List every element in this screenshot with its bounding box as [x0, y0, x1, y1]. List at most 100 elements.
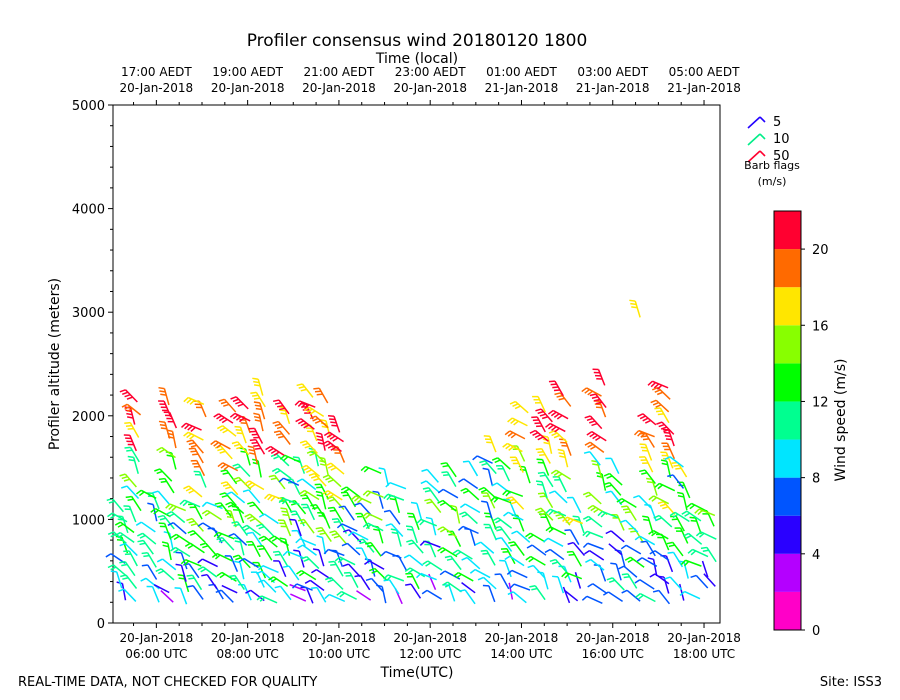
- wind-barb: [360, 465, 382, 474]
- wind-barb: [308, 472, 327, 487]
- wind-barb-staff: [160, 589, 174, 603]
- wind-barb: [518, 465, 531, 484]
- wind-barb-feather: [332, 437, 339, 442]
- wind-barb: [158, 477, 175, 494]
- wind-barb-feather: [235, 415, 242, 421]
- wind-barb: [444, 555, 462, 571]
- wind-barb-feather: [513, 420, 519, 426]
- wind-barb-staff: [328, 431, 344, 443]
- wind-barb-feather: [168, 504, 174, 511]
- wind-barb: [700, 546, 717, 563]
- wind-barb: [552, 475, 567, 493]
- wind-barb-feather: [160, 427, 167, 430]
- colorbar-tick-label: 16: [812, 319, 829, 334]
- wind-barb-feather: [155, 568, 162, 572]
- wind-barb: [669, 511, 690, 523]
- wind-barb-feather: [479, 460, 486, 464]
- wind-barb: [653, 514, 673, 528]
- wind-barb: [437, 526, 457, 538]
- wind-barb-feather: [621, 573, 628, 576]
- wind-barb-feather: [663, 428, 670, 433]
- wind-barb-feather: [405, 525, 413, 528]
- wind-barb-feather: [267, 447, 274, 453]
- wind-barb: [529, 429, 549, 442]
- wind-barb-feather: [362, 522, 369, 528]
- wind-barb-feather: [502, 442, 508, 448]
- wind-barb-feather: [668, 544, 675, 548]
- wind-barb-staff: [586, 530, 604, 539]
- wind-barb: [552, 575, 565, 594]
- wind-barb-feather: [511, 530, 518, 535]
- y-tick-label: 5000: [72, 99, 105, 114]
- wind-barb-feather: [587, 504, 594, 510]
- wind-barb-staff: [239, 426, 247, 444]
- wind-barb-staff: [688, 532, 703, 545]
- wind-barb-feather: [315, 432, 322, 435]
- wind-barb: [483, 435, 497, 453]
- wind-barb-staff: [341, 590, 357, 600]
- wind-barb-staff: [341, 523, 358, 532]
- wind-barb-feather: [278, 497, 284, 504]
- wind-barb: [158, 420, 171, 439]
- wind-barb-feather: [303, 424, 310, 429]
- wind-barb-feather: [233, 443, 241, 447]
- wind-barb: [273, 430, 291, 445]
- wind-barb-feather: [550, 411, 557, 417]
- wind-barb-feather: [170, 533, 177, 539]
- wind-barb-feather: [291, 513, 298, 516]
- wind-barb-feather: [639, 415, 646, 420]
- wind-barb-feather: [590, 445, 597, 450]
- wind-barb-feather: [228, 574, 235, 578]
- top-tick-date: 20-Jan-2018: [211, 81, 285, 95]
- wind-barb-feather: [697, 509, 703, 516]
- wind-barb-staff: [601, 473, 607, 491]
- wind-barb-feather: [222, 483, 230, 487]
- colorbar-band: [774, 553, 801, 592]
- wind-barb-feather: [651, 496, 658, 502]
- wind-barb: [557, 448, 569, 468]
- wind-barb-feather: [234, 540, 241, 543]
- wind-barb: [679, 583, 685, 601]
- wind-barb-feather: [329, 418, 336, 421]
- wind-barb-feather: [178, 577, 185, 580]
- wind-barb: [639, 456, 654, 473]
- wind-barb: [314, 483, 330, 500]
- wind-barb: [477, 576, 497, 590]
- wind-barb-feather: [234, 560, 241, 564]
- wind-barb-feather: [657, 413, 664, 416]
- wind-barb-staff: [303, 519, 315, 534]
- wind-barb: [383, 493, 405, 501]
- wind-barb-feather: [331, 532, 338, 536]
- wind-barb-feather: [537, 492, 545, 495]
- wind-barb-feather: [186, 398, 192, 404]
- wind-barb-feather: [593, 398, 601, 402]
- wind-barb: [253, 401, 266, 420]
- wind-barb-feather: [636, 557, 643, 562]
- wind-barb-feather: [354, 574, 361, 578]
- colorbar-band: [774, 363, 801, 402]
- wind-barb-feather: [311, 568, 317, 574]
- wind-barb-feather: [494, 459, 501, 464]
- wind-barb-feather: [660, 426, 667, 430]
- wind-barb: [258, 535, 278, 548]
- wind-barb-staff: [677, 462, 688, 478]
- wind-barb-staff: [256, 571, 265, 588]
- x-tick-time: 10:00 UTC: [308, 647, 370, 661]
- wind-barb-feather: [539, 453, 546, 457]
- wind-barb-feather: [300, 388, 307, 392]
- wind-barb-feather: [362, 490, 369, 496]
- wind-barb: [186, 517, 204, 532]
- wind-barb-feather: [268, 474, 275, 478]
- wind-barb-feather: [656, 410, 663, 413]
- wind-barb-staff: [298, 457, 306, 474]
- wind-barb-feather: [135, 489, 142, 495]
- wind-barb-staff: [555, 469, 572, 480]
- wind-barb-staff: [168, 532, 174, 550]
- wind-barb-feather: [108, 500, 115, 504]
- colorbar-tick-label: 0: [812, 624, 820, 639]
- wind-barb-staff: [164, 478, 175, 494]
- wind-barb-feather: [139, 534, 146, 539]
- colorbar-band: [774, 439, 801, 478]
- wind-barb-feather: [296, 569, 302, 575]
